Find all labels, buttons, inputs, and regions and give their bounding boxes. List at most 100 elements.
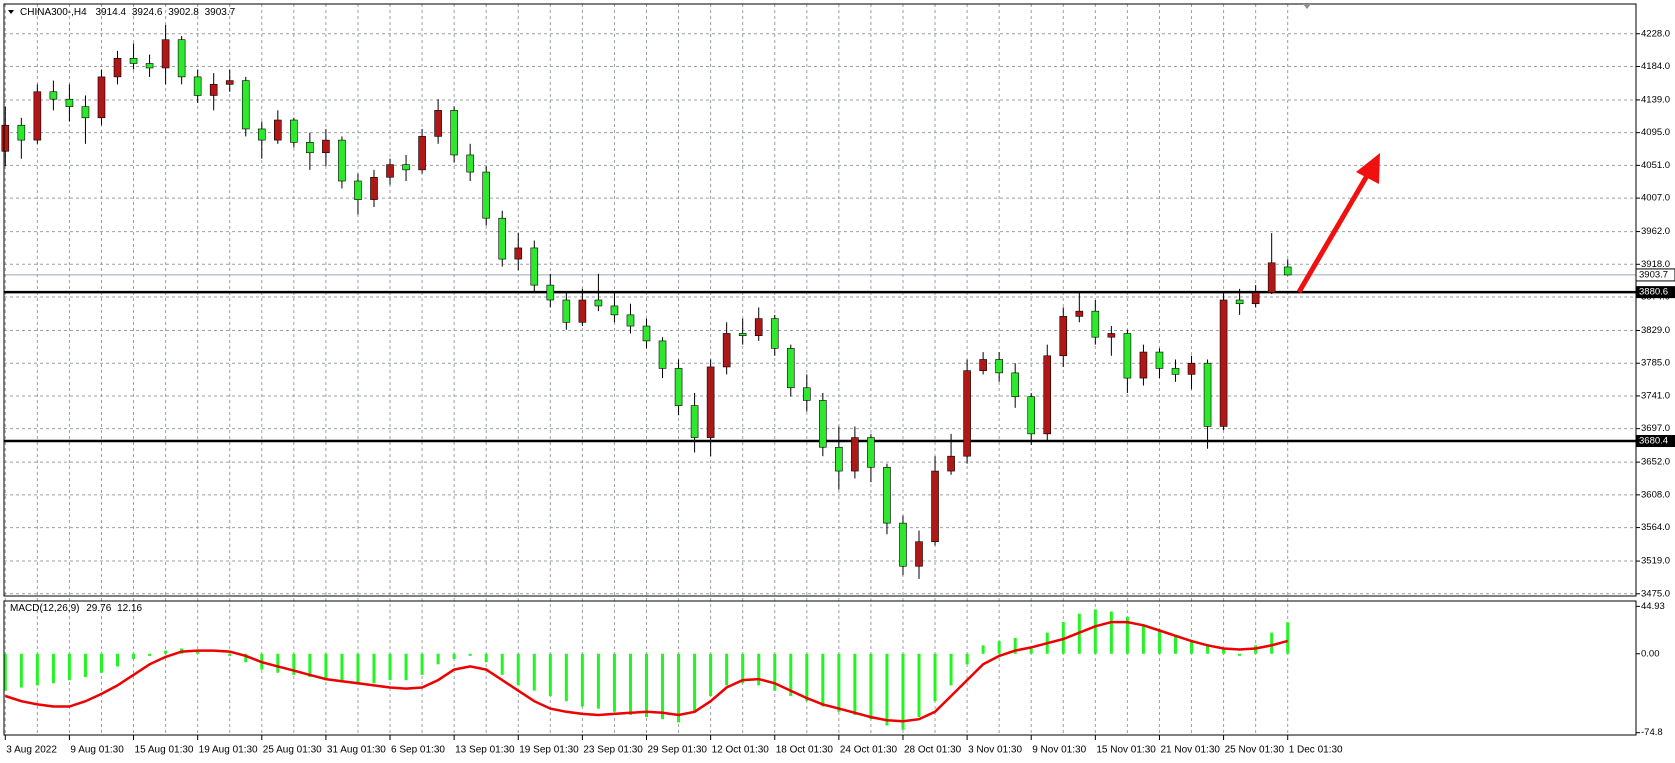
level-label-box bbox=[1636, 286, 1675, 299]
last-open: 3914.4 bbox=[95, 7, 126, 18]
candle-body bbox=[738, 333, 747, 336]
y-tick-label: 3475.0 bbox=[1641, 588, 1670, 599]
y-tick-label: 4051.0 bbox=[1641, 160, 1670, 171]
last-high: 3924.6 bbox=[132, 7, 163, 18]
candle-body bbox=[819, 400, 827, 448]
x-tick-label: 12 Oct 01:30 bbox=[712, 745, 770, 756]
main-panel-border bbox=[3, 3, 1637, 597]
y-tick-label: 3829.0 bbox=[1641, 325, 1670, 336]
candle-body bbox=[370, 176, 378, 200]
candle-body bbox=[1251, 292, 1260, 305]
candle-body bbox=[546, 284, 555, 301]
candle-body bbox=[915, 541, 923, 567]
y-tick-label: 0.00 bbox=[1641, 648, 1660, 659]
candle-body bbox=[514, 247, 523, 260]
x-tick-label: 25 Nov 01:30 bbox=[1225, 745, 1285, 756]
signal-last-value: 12.16 bbox=[117, 603, 142, 614]
candle-body bbox=[177, 39, 186, 78]
candle-body bbox=[306, 142, 314, 154]
candle-body bbox=[754, 318, 763, 336]
candle-body bbox=[1123, 333, 1132, 379]
candle-body bbox=[770, 318, 779, 349]
arrow-head bbox=[1356, 153, 1380, 184]
macd-panel-border bbox=[3, 600, 1637, 736]
candle-body bbox=[209, 84, 218, 96]
candle-body bbox=[322, 139, 330, 154]
candle-body bbox=[1219, 299, 1228, 427]
macd-header: MACD(12,26,9) 29.76 12.16 bbox=[10, 603, 143, 614]
candle-body bbox=[979, 359, 987, 371]
x-tick-label: 29 Sep 01:30 bbox=[648, 745, 708, 756]
candle-body bbox=[1155, 351, 1164, 369]
candle-body bbox=[1139, 351, 1148, 379]
candle-body bbox=[33, 91, 42, 141]
candle-body bbox=[466, 154, 474, 173]
candle-body bbox=[722, 333, 731, 368]
candle-body bbox=[1283, 266, 1292, 276]
y-tick-label: 4228.0 bbox=[1641, 28, 1670, 39]
x-tick-label: 18 Oct 01:30 bbox=[776, 745, 834, 756]
candle-body bbox=[802, 387, 811, 401]
candle-body bbox=[418, 136, 426, 171]
x-tick-label: 24 Oct 01:30 bbox=[840, 745, 898, 756]
candle-body bbox=[995, 359, 1003, 374]
candle-body bbox=[530, 247, 539, 286]
x-tick-label: 6 Sep 01:30 bbox=[391, 745, 445, 756]
candle-body bbox=[1107, 333, 1116, 338]
candle-body bbox=[931, 470, 939, 543]
x-tick-label: 9 Nov 01:30 bbox=[1032, 745, 1086, 756]
candle-body bbox=[562, 299, 571, 323]
candle-body bbox=[161, 39, 170, 69]
plot bbox=[1, 24, 1636, 730]
candle-body bbox=[290, 119, 298, 143]
x-tick-label: 25 Aug 01:30 bbox=[263, 745, 322, 756]
level-label: 3680.4 bbox=[1639, 436, 1668, 447]
candle-body bbox=[1075, 310, 1084, 317]
candle-body bbox=[594, 299, 603, 307]
candle-body bbox=[257, 128, 266, 141]
x-tick-label: 28 Oct 01:30 bbox=[904, 745, 962, 756]
candle-body bbox=[706, 366, 715, 438]
menu-triangle[interactable] bbox=[8, 10, 14, 14]
candle-body bbox=[129, 57, 138, 64]
x-tick-label: 1 Dec 01:30 bbox=[1289, 745, 1343, 756]
arrow-shaft bbox=[1296, 172, 1371, 294]
candle-body bbox=[482, 171, 491, 219]
y-tick-label: 3564.0 bbox=[1641, 522, 1670, 533]
candle-body bbox=[17, 124, 26, 141]
candle-body bbox=[1011, 372, 1019, 397]
current-price-label: 3903.7 bbox=[1639, 269, 1668, 280]
candle-body bbox=[1, 124, 10, 152]
y-tick-label: -74.8 bbox=[1641, 727, 1663, 738]
candle-body bbox=[851, 437, 859, 472]
level-label: 3880.6 bbox=[1639, 287, 1668, 298]
candle-body bbox=[883, 467, 891, 524]
candle-body bbox=[1043, 355, 1052, 435]
candle-body bbox=[434, 110, 442, 137]
candle-body bbox=[145, 63, 154, 69]
candle-body bbox=[450, 110, 458, 156]
y-tick-label: 3785.0 bbox=[1641, 358, 1670, 369]
y-tick-label: 4139.0 bbox=[1641, 94, 1670, 105]
y-tick-label: 4184.0 bbox=[1641, 61, 1670, 72]
shift-marker bbox=[1303, 4, 1311, 9]
candle-body bbox=[626, 314, 635, 327]
candle-body bbox=[1235, 299, 1244, 305]
x-tick-label: 21 Nov 01:30 bbox=[1160, 745, 1220, 756]
macd-title: MACD(12,26,9) bbox=[10, 603, 79, 614]
current-price-box bbox=[1635, 268, 1675, 282]
x-tick-label: 19 Aug 01:30 bbox=[199, 745, 258, 756]
candle-body bbox=[1267, 262, 1276, 293]
candle-body bbox=[225, 80, 234, 85]
y-tick-label: 4007.0 bbox=[1641, 193, 1670, 204]
chart-header: CHINA300-,H4 3914.4 3924.6 3902.8 3903.7 bbox=[20, 7, 236, 18]
x-tick-label: 3 Aug 2022 bbox=[6, 745, 57, 756]
candle-body bbox=[947, 455, 955, 472]
y-tick-label: 44.93 bbox=[1641, 601, 1665, 612]
candle-body bbox=[899, 522, 907, 567]
y-tick-label: 3918.0 bbox=[1641, 259, 1670, 270]
candle-body bbox=[1203, 362, 1212, 427]
candle-body bbox=[1091, 310, 1100, 338]
